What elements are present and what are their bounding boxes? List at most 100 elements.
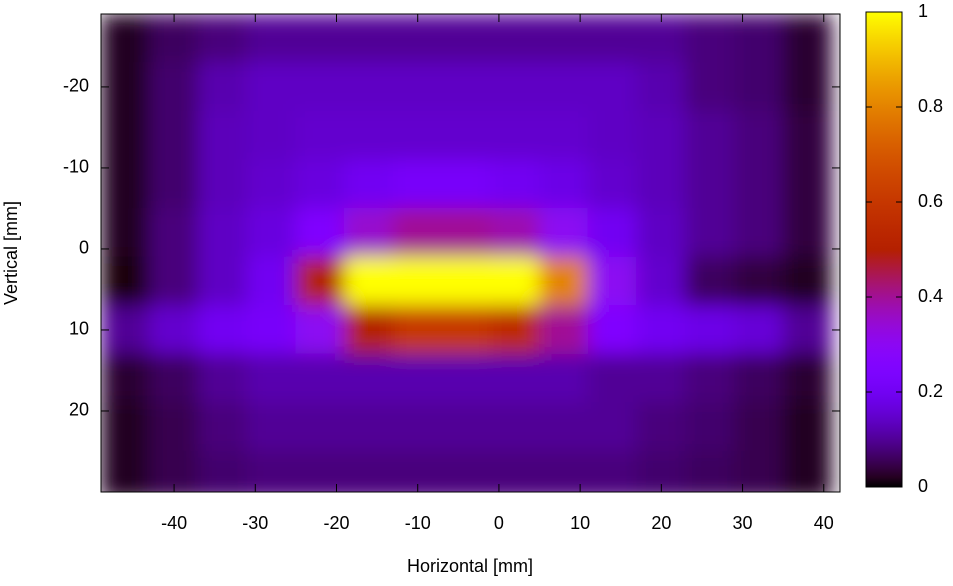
heatmap-cell [441,207,492,258]
heatmap-cell [490,353,541,404]
y-axis-label: Vertical [mm] [1,201,21,305]
heatmap-cell [344,402,394,452]
heatmap-cell [344,159,394,209]
heatmap-cell [782,207,833,258]
heatmap-cell [344,353,394,404]
heatmap-cell [490,62,541,112]
heatmap-cell [149,305,199,355]
heatmap-cell [295,159,346,209]
heatmap-cell [392,353,443,404]
heatmap-cell [149,450,199,492]
heatmap-cell [539,110,589,161]
heatmap-cell [441,353,492,404]
y-tick-label: 10 [69,319,89,339]
heatmap-cell [149,256,199,307]
heatmap-cell [246,353,297,404]
heatmap-cell [344,305,394,355]
heatmap-cell [149,402,199,452]
heatmap-cell [149,110,199,161]
colorbar-tick-label: 0 [918,476,928,496]
heatmap-cell [392,14,443,64]
heatmap-cell [197,402,248,452]
heatmap-cell [101,110,151,161]
heatmap-cell [636,402,687,452]
heatmap-cell [441,110,492,161]
heatmap-cell [490,450,541,492]
heatmap-cell [490,256,541,307]
heatmap-cell [441,402,492,452]
heatmap-cell [636,256,687,307]
heatmap-cell [685,450,735,492]
x-tick-label: 20 [651,513,671,533]
heatmap-cell [539,14,589,64]
heatmap-cell [490,402,541,452]
heatmap-cell [101,305,151,355]
heatmap-cell [587,14,638,64]
heatmap-cell [197,450,248,492]
heatmap-cell [246,14,297,64]
heatmap-cells [101,14,833,492]
heatmap-cell [246,159,297,209]
heatmap-cell [685,14,735,64]
heatmap-cell [295,110,346,161]
heatmap-cell [246,256,297,307]
colorbar-tick-label: 0.6 [918,191,943,211]
y-tick-label: 20 [69,400,89,420]
heatmap-cell [295,402,346,452]
heatmap-cell [246,450,297,492]
x-tick-label: 0 [494,513,504,533]
heatmap-cell [587,159,638,209]
heatmap-cell [392,305,443,355]
heatmap-cell [101,207,151,258]
heatmap-cell [782,256,833,307]
heatmap-cell [344,62,394,112]
x-axis-label: Horizontal [mm] [407,556,533,576]
heatmap-cell [344,207,394,258]
heatmap-cell [587,62,638,112]
heatmap-cell [490,207,541,258]
heatmap-cell [490,305,541,355]
heatmap-cell [636,110,687,161]
y-tick-label: -20 [63,76,89,96]
heatmap-cell [441,159,492,209]
heatmap-cell [295,450,346,492]
heatmap-cell [636,450,687,492]
heatmap-cell [295,62,346,112]
heatmap-cell [733,256,784,307]
heatmap-cell [295,353,346,404]
heatmap-cell [733,62,784,112]
heatmap-cell [636,305,687,355]
heatmap-cell [392,450,443,492]
heatmap-cell [441,305,492,355]
heatmap-cell [539,62,589,112]
heatmap-cell [685,353,735,404]
heatmap-cell [490,110,541,161]
heatmap-cell [782,159,833,209]
heatmap-cell [733,353,784,404]
heatmap-cell [149,62,199,112]
heatmap-cell [782,402,833,452]
heatmap-cell [490,159,541,209]
heatmap-cell [685,207,735,258]
heatmap-cell [782,110,833,161]
heatmap-cell [149,353,199,404]
heatmap-cell [733,305,784,355]
heatmap-cell [733,110,784,161]
heatmap-cell [101,62,151,112]
heatmap-cell [587,207,638,258]
heatmap-cell [246,62,297,112]
heatmap-cell [392,110,443,161]
heatmap-cell [441,14,492,64]
heatmap-cell [392,256,443,307]
heatmap-cell [197,207,248,258]
x-tick-label: -40 [161,513,187,533]
heatmap-cell [246,207,297,258]
heatmap-cell [295,207,346,258]
x-tick-label: 40 [814,513,834,533]
heatmap-cell [392,62,443,112]
heatmap-cell [344,14,394,64]
heatmap-cell [197,110,248,161]
heatmap-cell [101,256,151,307]
heatmap-cell [101,450,151,492]
heatmap-cell [149,14,199,64]
